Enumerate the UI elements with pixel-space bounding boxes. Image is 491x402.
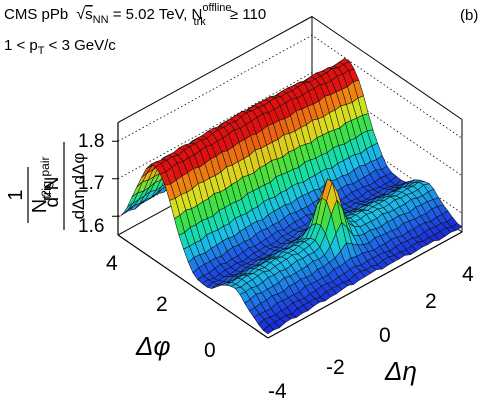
eta-tick-label: -4 [268, 380, 287, 402]
z-tick-label: 1.7 [78, 173, 104, 194]
eta-tick-label: -2 [326, 356, 345, 379]
box-edge [311, 16, 463, 120]
eta-tick-label: 4 [462, 263, 474, 286]
surface-cell [262, 324, 275, 335]
phi-tick-label: 4 [106, 252, 118, 275]
phi-tick-label: 2 [156, 293, 168, 316]
z-tick-label: 1.6 [78, 216, 104, 237]
grid-line [117, 72, 463, 180]
svg-text:1: 1 [5, 189, 27, 200]
svg-text:dΔη dΔφ: dΔη dΔφ [69, 153, 88, 220]
header-annotation: CMS pPb √sNN = 5.02 TeV, Noffline trk ≥ 1… [4, 2, 266, 28]
svg-text:Ntrig: Ntrig [29, 181, 54, 214]
surface-mesh [117, 57, 463, 339]
phi-tick-label: 0 [204, 339, 216, 362]
z-axis-title: 1 Ntrig [5, 167, 54, 223]
z-axis-title-main: d2Npair dΔη dΔφ [38, 142, 88, 230]
box-edge [117, 16, 313, 123]
eta-tick-label: 0 [379, 324, 391, 347]
pt-range-annotation: 1 < pT < 3 GeV/c [4, 37, 116, 57]
eta-axis-line [267, 231, 463, 339]
phi-axis-line [117, 234, 269, 339]
grid-line [117, 34, 463, 142]
panel-label: (b) [460, 7, 478, 24]
z-tick-label: 1.8 [78, 131, 104, 152]
eta-tick-label: 2 [425, 290, 437, 313]
phi-axis-title: Δφ [135, 331, 170, 361]
svg-text:d2Npair: d2Npair [38, 156, 63, 207]
eta-axis-title: Δη [384, 356, 417, 386]
